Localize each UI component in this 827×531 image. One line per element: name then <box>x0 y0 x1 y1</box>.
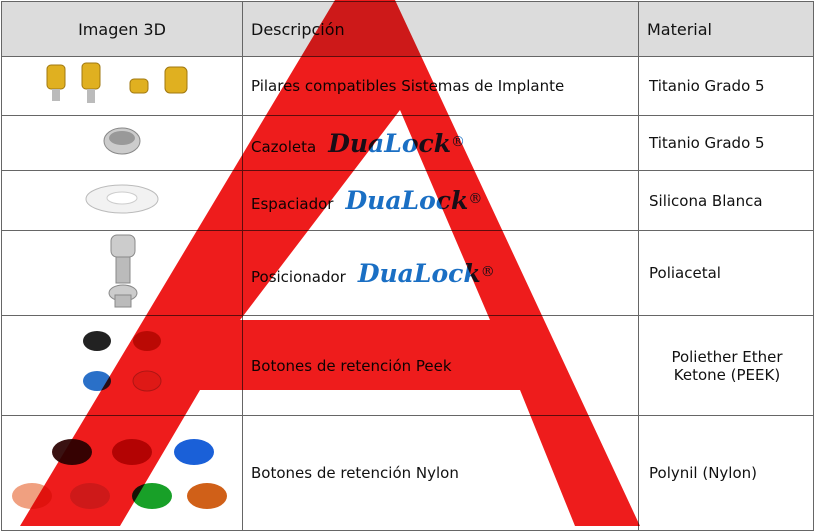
header-image: Imagen 3D <box>1 1 243 57</box>
image-cell <box>1 115 243 171</box>
description: Botones de retención Nylon <box>242 415 639 531</box>
brand: DuaLock <box>328 128 452 158</box>
description-text: Posicionador <box>251 267 346 286</box>
brand: DuaLock <box>345 186 469 215</box>
description: Pilares compatibles Sistemas de Implante <box>242 56 639 116</box>
brand-mark: ® <box>468 191 483 207</box>
description-text: Espaciador <box>251 195 334 213</box>
brand-mark: ® <box>480 263 495 280</box>
spacer-icon <box>85 184 159 213</box>
image-cell <box>1 415 243 531</box>
image-cell <box>1 230 243 316</box>
brand-mark: ® <box>451 133 466 150</box>
row: Botones de retención Nylon Polynil (Nylo… <box>1 415 814 531</box>
header-description: Descripción <box>242 1 639 57</box>
description: Botones de retención Peek <box>242 315 639 416</box>
description: Espaciador DuaLock® <box>242 170 639 231</box>
row: Espaciador DuaLock® Silicona Blanca <box>1 170 814 231</box>
image-cell <box>1 315 243 416</box>
row: Pilares compatibles Sistemas de Implante… <box>1 56 814 116</box>
positioner-icon <box>108 234 138 308</box>
row: Posicionador DuaLock® Poliacetal <box>1 230 814 316</box>
housing-icon <box>103 127 141 155</box>
material: Polynil (Nylon) <box>638 415 814 531</box>
header-material: Material <box>638 1 814 57</box>
nylon-buttons-icon <box>12 439 227 509</box>
brand: DuaLock <box>357 258 481 288</box>
material: Poliether Ether Ketone (PEEK) <box>638 315 814 416</box>
description-text: Cazoleta <box>251 137 317 156</box>
image-cell <box>1 170 243 231</box>
row: Cazoleta DuaLock® Titanio Grado 5 <box>1 115 814 171</box>
description: Posicionador DuaLock® <box>242 230 639 316</box>
material: Titanio Grado 5 <box>638 56 814 116</box>
material: Silicona Blanca <box>638 170 814 231</box>
description: Cazoleta DuaLock® <box>242 115 639 171</box>
peek-buttons-icon <box>83 330 162 391</box>
header-row: Imagen 3D Descripción Material <box>1 1 814 57</box>
material: Poliacetal <box>638 230 814 316</box>
material: Titanio Grado 5 <box>638 115 814 171</box>
abutments-icon <box>46 62 188 103</box>
image-cell <box>1 56 243 116</box>
row: Botones de retención Peek Poliether Ethe… <box>1 315 814 416</box>
